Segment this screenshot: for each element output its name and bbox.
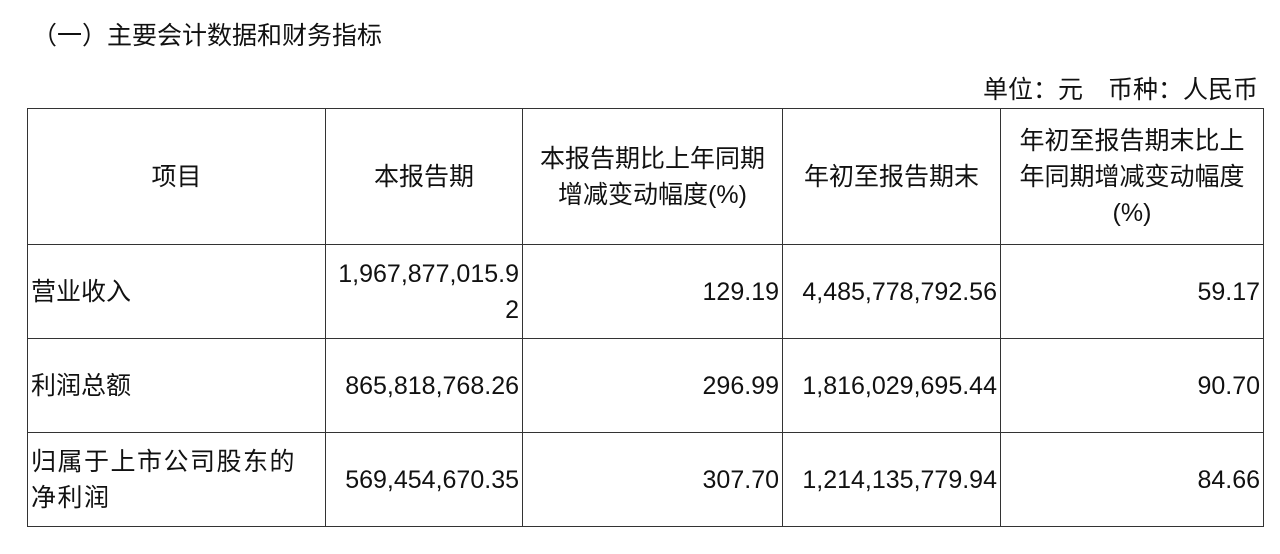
cell-current: 569,454,670.35 (325, 432, 523, 527)
cell-current: 1,967,877,015.92 (325, 244, 523, 339)
cell-ytd-change: 59.17 (1000, 244, 1264, 339)
row-label: 营业收入 (27, 244, 326, 339)
header-ytd: 年初至报告期末 (782, 108, 1001, 245)
cell-current-change: 307.70 (522, 432, 783, 527)
cell-ytd: 1,816,029,695.44 (782, 338, 1001, 433)
cell-ytd-change: 90.70 (1000, 338, 1264, 433)
row-label: 归属于上市公司股东的净利润 (27, 432, 326, 527)
cell-current-change: 129.19 (522, 244, 783, 339)
header-current-change: 本报告期比上年同期增减变动幅度(%) (522, 108, 783, 245)
section-title: （一）主要会计数据和财务指标 (32, 22, 383, 50)
table-row: 利润总额 865,818,768.26 296.99 1,816,029,695… (27, 338, 1264, 433)
header-item: 项目 (27, 108, 326, 245)
header-current-period: 本报告期 (325, 108, 523, 245)
row-label: 利润总额 (27, 338, 326, 433)
cell-current-change: 296.99 (522, 338, 783, 433)
header-ytd-change: 年初至报告期末比上年同期增减变动幅度(%) (1000, 108, 1264, 245)
table-header-row: 项目 本报告期 本报告期比上年同期增减变动幅度(%) 年初至报告期末 年初至报告… (27, 108, 1264, 245)
table-row: 归属于上市公司股东的净利润 569,454,670.35 307.70 1,21… (27, 432, 1264, 527)
cell-ytd: 1,214,135,779.94 (782, 432, 1001, 527)
cell-ytd-change: 84.66 (1000, 432, 1264, 527)
table-row: 营业收入 1,967,877,015.92 129.19 4,485,778,7… (27, 244, 1264, 339)
financial-table: 项目 本报告期 本报告期比上年同期增减变动幅度(%) 年初至报告期末 年初至报告… (27, 108, 1264, 527)
unit-note: 单位：元 币种：人民币 (982, 76, 1258, 104)
cell-current: 865,818,768.26 (325, 338, 523, 433)
cell-ytd: 4,485,778,792.56 (782, 244, 1001, 339)
